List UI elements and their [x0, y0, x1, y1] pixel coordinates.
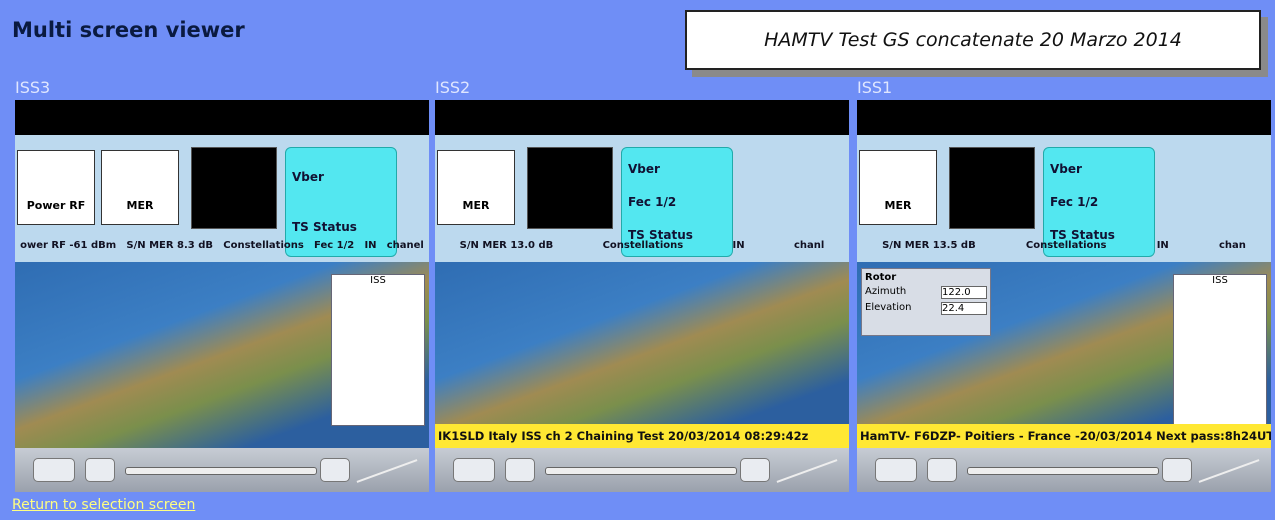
player-controls	[15, 448, 429, 492]
status-text: Vber	[628, 162, 726, 176]
constellation-plot	[527, 147, 613, 229]
fullscreen-button[interactable]	[1162, 458, 1192, 482]
status-text: Fec 1/2	[1050, 195, 1148, 209]
strip-label: S/N MER 13.0 dB	[460, 240, 554, 251]
status-text: Vber	[1050, 162, 1148, 176]
gauge: MER	[859, 150, 937, 225]
page: Multi screen viewer HAMTV Test GS concat…	[0, 0, 1275, 520]
volume-slider[interactable]	[1199, 459, 1260, 483]
strip-label: S/N MER 13.5 dB	[882, 240, 976, 251]
gauge: Power RF	[17, 150, 95, 225]
viewer-label: ISS2	[435, 78, 470, 97]
tracking-map: ISS	[15, 262, 429, 448]
status-strip: S/N MER 13.0 dB Constellations IN chanl	[435, 240, 849, 251]
rotor-field: Elevation	[865, 302, 911, 315]
strip-label: Fec 1/2	[314, 240, 354, 251]
strip-label: ower RF -61 dBm	[20, 240, 116, 251]
viewer-label: ISS1	[857, 78, 892, 97]
status-text: Fec 1/2	[628, 195, 726, 209]
rotor-box: Rotor Azimuth 122.0 Elevation 22.4	[861, 268, 991, 336]
gauge: MER	[437, 150, 515, 225]
rotor-row: Azimuth 122.0	[865, 286, 987, 299]
page-title: Multi screen viewer	[12, 18, 245, 42]
seek-bar[interactable]	[967, 467, 1159, 475]
status-strip: ower RF -61 dBm S/N MER 8.3 dB Constellati…	[15, 240, 429, 251]
play-button[interactable]	[453, 458, 495, 482]
video-caption: IK1SLD Italy ISS ch 2 Chaining Test 20/0…	[435, 424, 849, 448]
status-text: Vber	[292, 170, 390, 184]
strip-label: Constellations	[1026, 240, 1107, 251]
strip-label: IN	[1157, 240, 1169, 251]
constellation-plot	[949, 147, 1035, 229]
gauge: MER	[101, 150, 179, 225]
player-controls	[857, 448, 1271, 492]
fullscreen-button[interactable]	[740, 458, 770, 482]
strip-label: IN	[364, 240, 376, 251]
tracking-map: IK1SLD Italy ISS ch 2 Chaining Test 20/0…	[435, 262, 849, 448]
rotor-title: Rotor	[865, 272, 987, 283]
rotor-field: Azimuth	[865, 286, 906, 299]
caption-text: HAMTV Test GS concatenate 20 Marzo 2014	[764, 29, 1182, 51]
info-table: ISS	[331, 274, 425, 426]
stop-button[interactable]	[85, 458, 115, 482]
strip-label: Constellations	[603, 240, 684, 251]
video-caption: HamTV- F6DZP- Poitiers - France -20/03/2…	[857, 424, 1271, 448]
rotor-row: Elevation 22.4	[865, 302, 987, 315]
viewer-label: ISS3	[15, 78, 50, 97]
seek-bar[interactable]	[125, 467, 317, 475]
play-button[interactable]	[33, 458, 75, 482]
strip-label: chan	[1219, 240, 1246, 251]
seek-bar[interactable]	[545, 467, 737, 475]
stop-button[interactable]	[927, 458, 957, 482]
strip-label: S/N MER 8.3 dB	[126, 240, 213, 251]
rotor-value: 122.0	[941, 286, 987, 299]
strip-label: Constellations	[223, 240, 304, 251]
strip-label: chanl	[794, 240, 824, 251]
constellation-plot	[191, 147, 277, 229]
rotor-value: 22.4	[941, 302, 987, 315]
volume-slider[interactable]	[357, 459, 418, 483]
strip-label: IN	[733, 240, 745, 251]
caption-box: HAMTV Test GS concatenate 20 Marzo 2014	[685, 10, 1261, 70]
info-table: ISS	[1173, 274, 1267, 426]
strip-label: chanel	[387, 240, 424, 251]
volume-slider[interactable]	[777, 459, 838, 483]
stop-button[interactable]	[505, 458, 535, 482]
status-strip: S/N MER 13.5 dB Constellations IN chan	[857, 240, 1271, 251]
tracking-map: ISS Rotor Azimuth 122.0 Elevation 22.4 HamTV- …	[857, 262, 1271, 448]
return-link[interactable]: Return to selection screen	[12, 497, 195, 513]
status-text: TS Status	[292, 220, 390, 234]
play-button[interactable]	[875, 458, 917, 482]
fullscreen-button[interactable]	[320, 458, 350, 482]
player-controls	[435, 448, 849, 492]
